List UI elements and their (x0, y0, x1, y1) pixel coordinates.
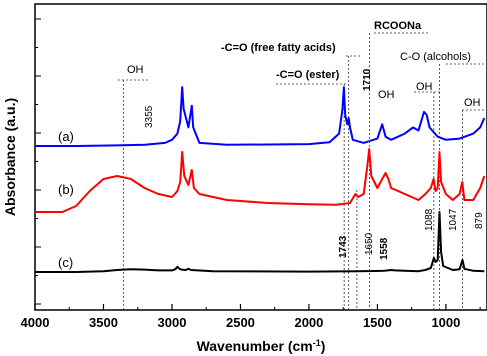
annotation-co-alcohols: C-O (alcohols) (400, 51, 471, 63)
y-axis-title: Absorbance (a.u.) (2, 98, 18, 216)
trace-label-b: (b) (58, 182, 74, 197)
dashed-guides (118, 32, 487, 310)
x-tick-label: 2000 (294, 315, 323, 330)
plot-frame (34, 3, 487, 311)
x-tick-label: 1500 (363, 315, 392, 330)
x-axis-title-sup: -1 (313, 338, 321, 348)
annotation-ester: -C=O (ester) (276, 69, 340, 81)
annotation-oh-879: OH (464, 97, 481, 109)
x-tick-label: 3500 (89, 315, 118, 330)
spectra-series (35, 86, 486, 273)
x-axis-title-end: ) (321, 338, 326, 354)
x-axis-title-main: Wavenumber (cm (197, 338, 313, 354)
annotation-wn-879: 879 (474, 212, 485, 229)
x-tick-label: 1000 (431, 315, 460, 330)
x-tick-label: 2500 (226, 315, 255, 330)
trace-label-a: (a) (58, 129, 74, 144)
annotation-wn-1088: 1088 (424, 208, 435, 231)
trace-label-c: (c) (58, 255, 73, 270)
x-axis-ticks: 4000 3500 3000 2500 2000 1500 1000 (21, 304, 481, 330)
annotation-wn-1650: 1650 (364, 232, 375, 255)
annotation-rcoona: RCOONa (374, 20, 422, 32)
annotation-oh-1100: OH (416, 81, 433, 93)
annotation-wn-1743: 1743 (338, 235, 349, 258)
spectrum-line-a (35, 86, 486, 147)
spectrum-line-c (35, 211, 485, 273)
annotation-wn-1558: 1558 (379, 237, 390, 260)
y-axis-ticks (35, 18, 41, 305)
x-axis-title: Wavenumber (cm-1) (197, 338, 326, 354)
x-tick-label: 3000 (158, 315, 187, 330)
annotation-wn-3355: 3355 (144, 105, 155, 128)
spectrum-line-b (35, 148, 486, 213)
annotation-wn-1710: 1710 (362, 68, 373, 91)
annotation-oh-3355: OH (127, 64, 144, 76)
annotation-free-fatty-acids: -C=O (free fatty acids) (221, 42, 336, 54)
annotation-wn-1047: 1047 (448, 208, 459, 231)
x-tick-label: 4000 (21, 315, 50, 330)
annotation-oh-1450: OH (378, 89, 395, 101)
